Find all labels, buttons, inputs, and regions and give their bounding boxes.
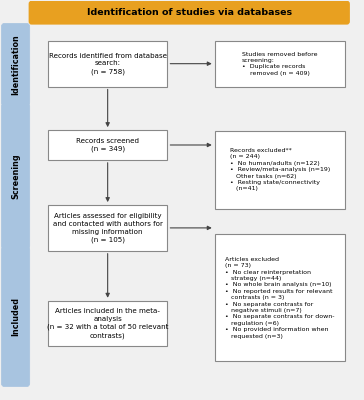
FancyBboxPatch shape — [215, 234, 345, 362]
Text: Identification: Identification — [11, 34, 20, 95]
Text: Articles excluded
(n = 73)
•  No clear reinterpretation
   strategy (n=44)
•  No: Articles excluded (n = 73) • No clear re… — [225, 257, 335, 338]
FancyBboxPatch shape — [48, 205, 167, 251]
Text: Included: Included — [11, 297, 20, 336]
Text: Records identified from database
search:
(n = 758): Records identified from database search:… — [49, 53, 167, 75]
Text: Records excluded**
(n = 244)
•  No human/adults (n=122)
•  Review/meta-analysis : Records excluded** (n = 244) • No human/… — [230, 148, 330, 192]
FancyBboxPatch shape — [215, 131, 345, 208]
FancyBboxPatch shape — [48, 130, 167, 160]
FancyBboxPatch shape — [29, 1, 350, 25]
FancyBboxPatch shape — [1, 103, 30, 249]
Text: Articles assessed for eligibility
and contacted with authors for
missing informa: Articles assessed for eligibility and co… — [53, 213, 163, 243]
FancyBboxPatch shape — [48, 41, 167, 86]
Text: Screening: Screening — [11, 153, 20, 199]
Text: Articles included in the meta-
analysis
(n = 32 with a total of 50 relevant
cont: Articles included in the meta- analysis … — [47, 308, 169, 339]
FancyBboxPatch shape — [215, 41, 345, 86]
FancyBboxPatch shape — [1, 24, 30, 106]
Text: Records screened
(n = 349): Records screened (n = 349) — [76, 138, 139, 152]
FancyBboxPatch shape — [1, 247, 30, 386]
Text: Identification of studies via databases: Identification of studies via databases — [87, 8, 292, 17]
FancyBboxPatch shape — [48, 301, 167, 346]
Text: Studies removed before
screening:
•  Duplicate records
    removed (n = 409): Studies removed before screening: • Dupl… — [242, 52, 318, 76]
